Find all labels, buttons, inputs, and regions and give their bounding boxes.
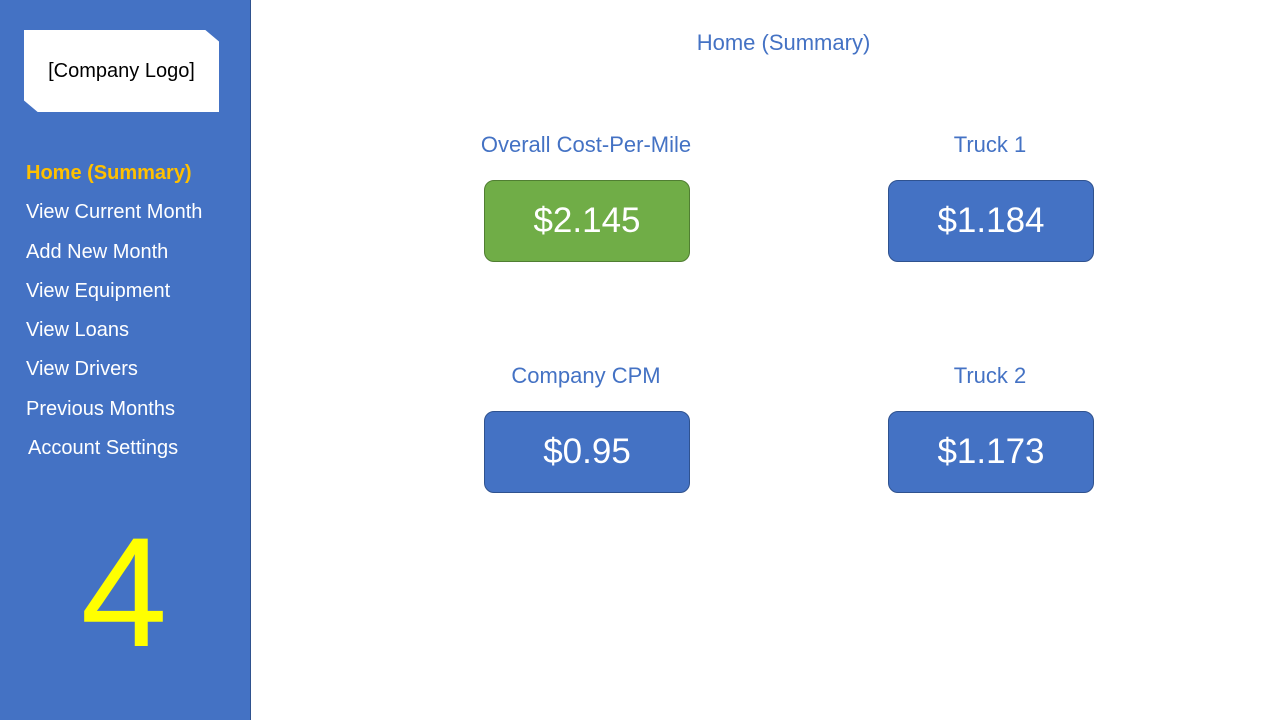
- company-logo[interactable]: [Company Logo]: [24, 30, 219, 112]
- nav-view-drivers[interactable]: View Drivers: [26, 358, 138, 381]
- truck-1-label: Truck 1: [953, 132, 1027, 157]
- nav-view-current-month[interactable]: View Current Month: [26, 201, 203, 224]
- page-title: Home (Summary): [696, 30, 871, 55]
- overall-cpm-label: Overall Cost-Per-Mile: [480, 132, 692, 157]
- sidebar-nav: Home (Summary) View Current Month Add Ne…: [26, 158, 202, 472]
- truck-1-value[interactable]: $1.184: [888, 180, 1094, 262]
- nav-view-loans[interactable]: View Loans: [26, 319, 130, 342]
- company-cpm-label: Company CPM: [511, 363, 661, 388]
- nav-view-equipment[interactable]: View Equipment: [26, 279, 171, 302]
- nav-previous-months[interactable]: Previous Months: [26, 397, 175, 420]
- sidebar: [Company Logo] Home (Summary) View Curre…: [0, 0, 251, 720]
- truck-2-value[interactable]: $1.173: [888, 411, 1094, 493]
- step-number: 4: [80, 506, 168, 680]
- nav-account-settings[interactable]: Account Settings: [28, 437, 179, 460]
- truck-2-label: Truck 2: [953, 363, 1027, 388]
- company-cpm-value[interactable]: $0.95: [484, 411, 690, 493]
- overall-cpm-value[interactable]: $2.145: [484, 180, 690, 262]
- nav-add-new-month[interactable]: Add New Month: [26, 240, 169, 263]
- nav-home-summary[interactable]: Home (Summary): [26, 162, 192, 184]
